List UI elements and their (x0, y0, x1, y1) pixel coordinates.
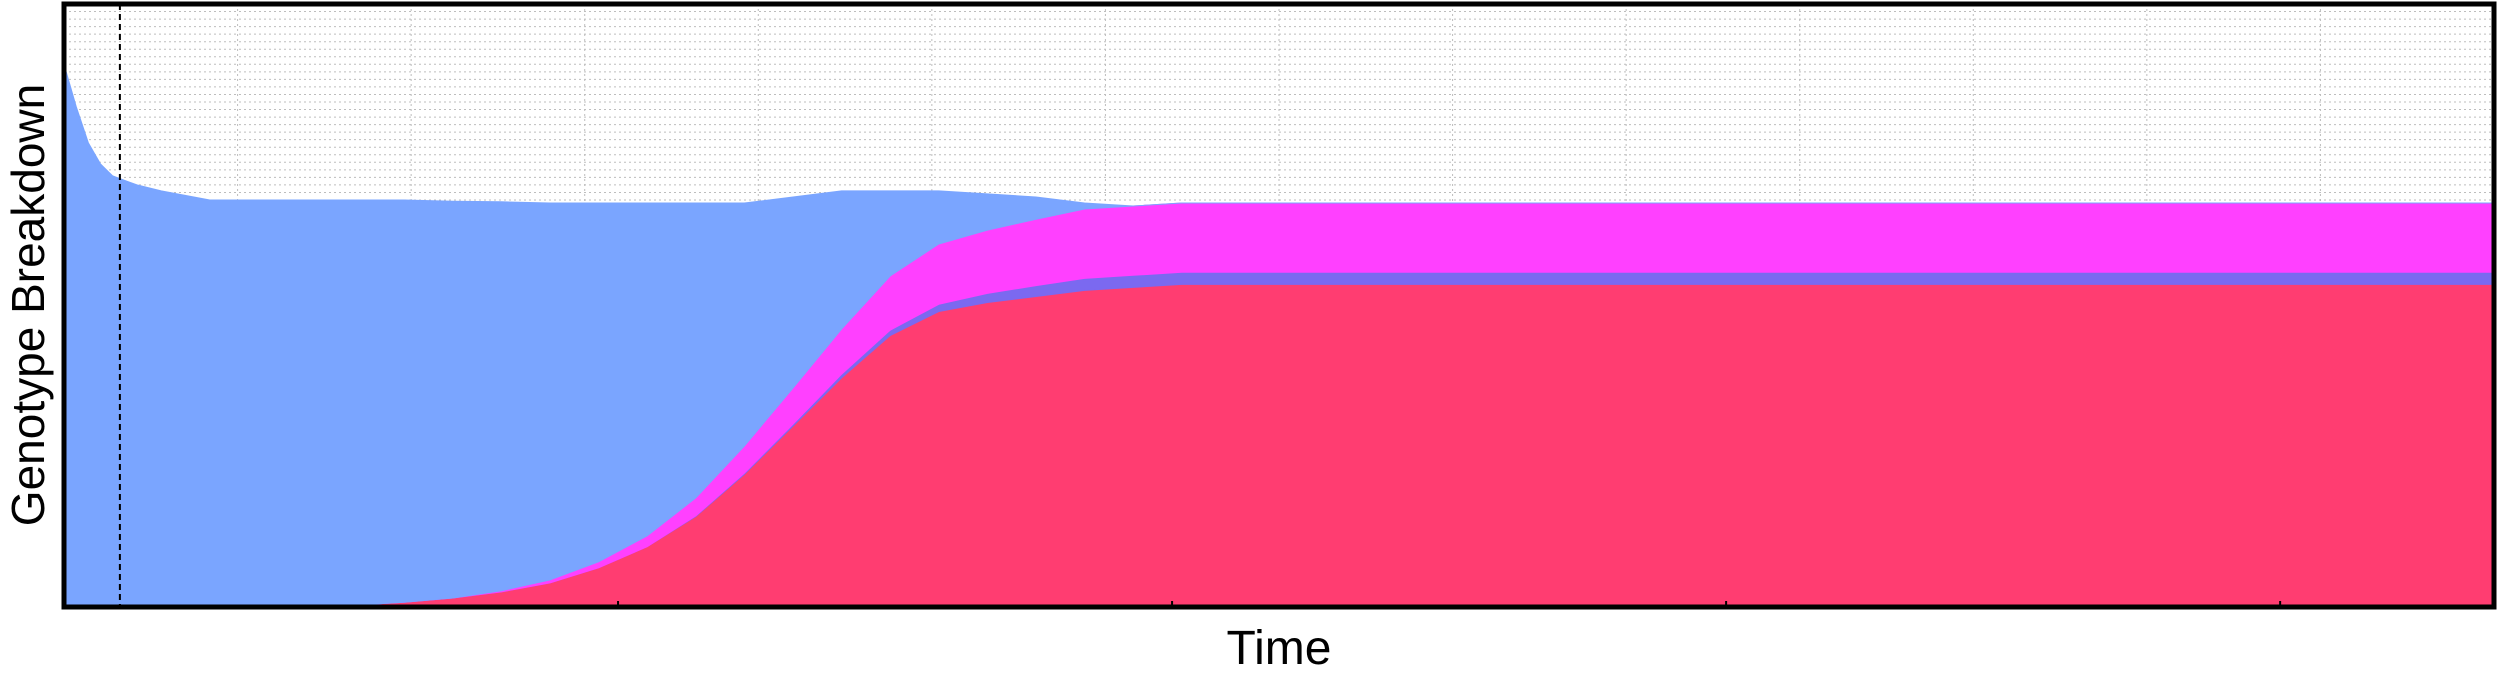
area-series-4 (64, 64, 2494, 607)
area-layer (64, 64, 2494, 607)
y-axis-label: Genotype Breakdown (2, 84, 54, 526)
plot-frame (61, 1, 2497, 610)
x-axis-label: Time (1227, 622, 1332, 675)
